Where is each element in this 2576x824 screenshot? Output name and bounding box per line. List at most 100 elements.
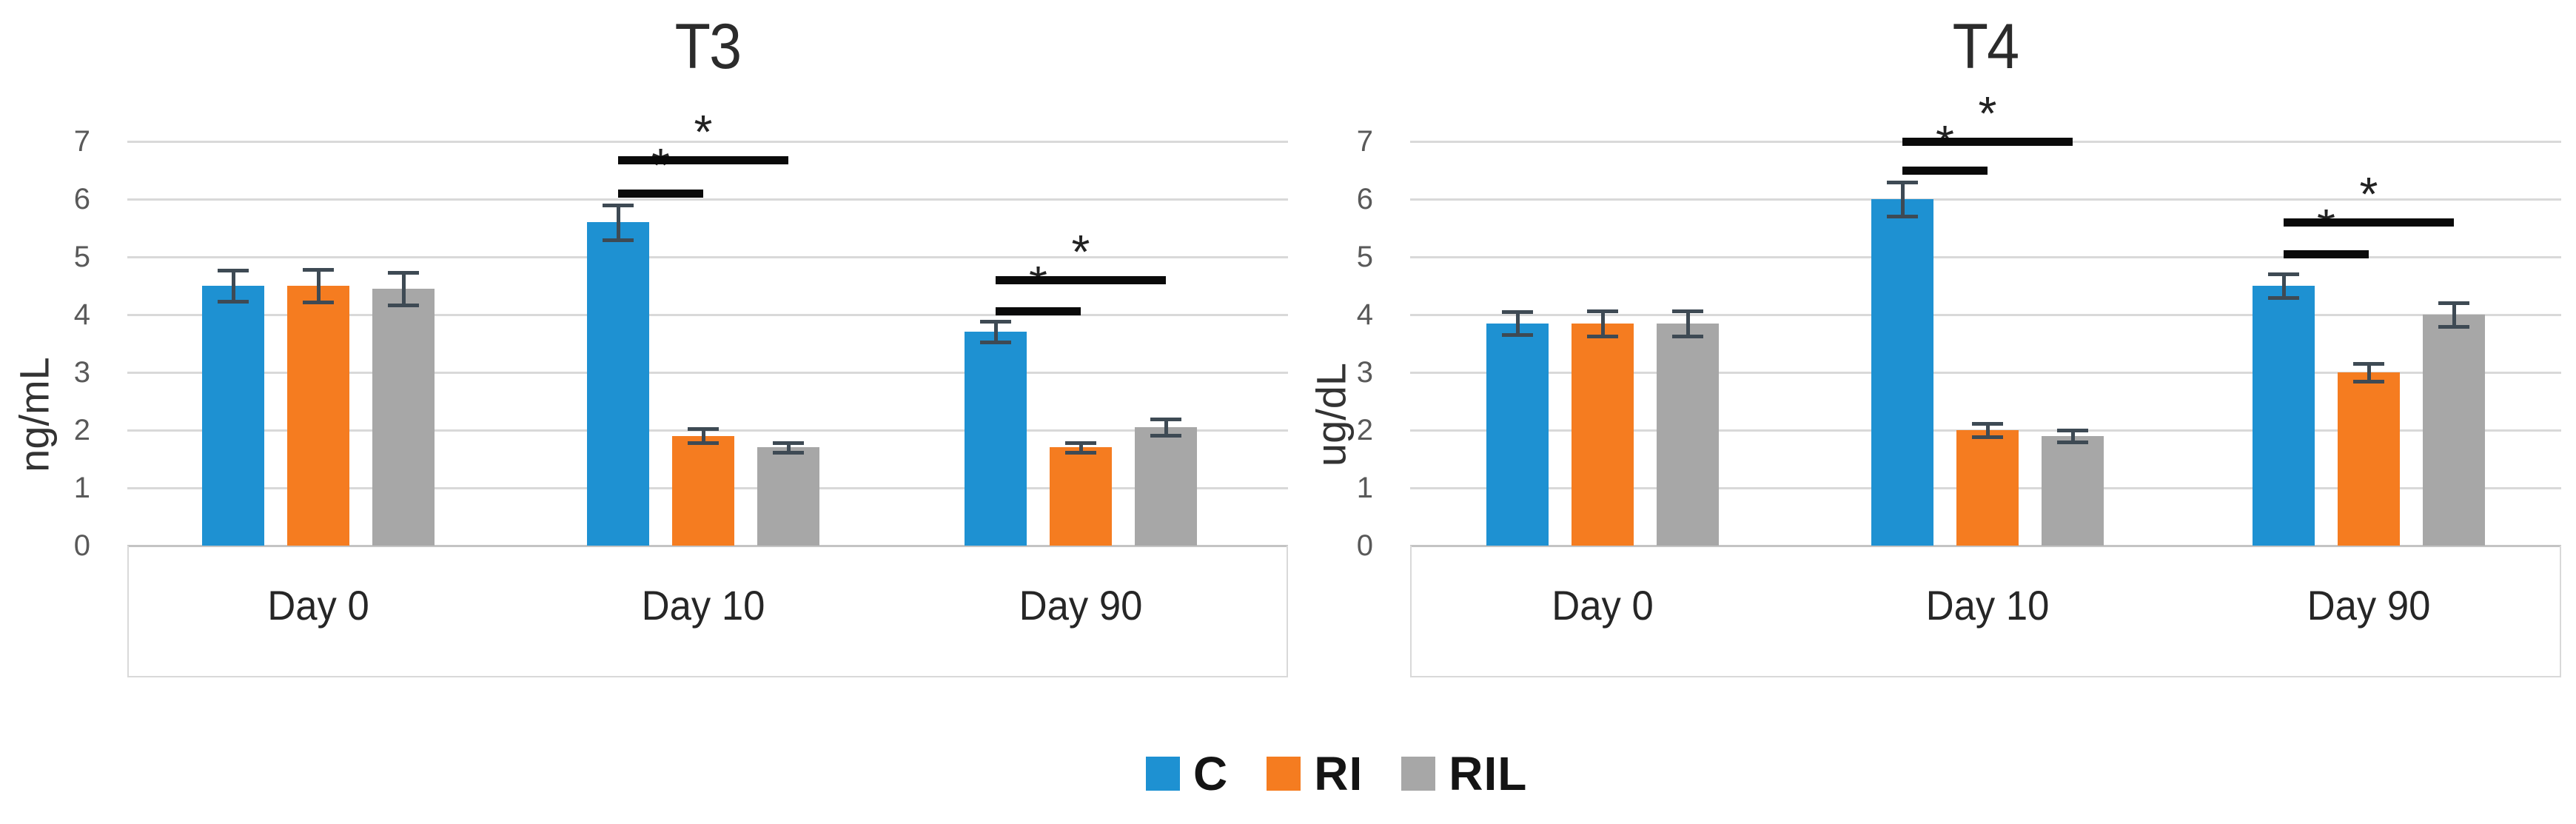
gridline-y4 bbox=[127, 314, 1288, 316]
gridline-y4 bbox=[1410, 314, 2561, 316]
error-bar-cap-bottom bbox=[1502, 333, 1533, 338]
bar-c-2 bbox=[2253, 286, 2315, 546]
gridline-y5 bbox=[1410, 256, 2561, 258]
y-tick-label-5: 5 bbox=[1356, 241, 1373, 273]
bar-ril-1 bbox=[757, 447, 819, 546]
error-bar-cap-bottom bbox=[1972, 435, 2003, 440]
legend: C RI RIL bbox=[1146, 746, 1527, 801]
y-tick-label-1: 1 bbox=[73, 472, 90, 504]
legend-swatch-c-icon bbox=[1146, 757, 1180, 791]
error-bar-cap-top bbox=[218, 268, 249, 272]
error-bar-line bbox=[2071, 430, 2075, 442]
y-tick-label-2: 2 bbox=[1356, 414, 1373, 446]
error-bar-cap-bottom bbox=[980, 341, 1011, 345]
error-bar-cap-top bbox=[2268, 272, 2299, 277]
x-category-label: Day 90 bbox=[2307, 582, 2431, 629]
gridline-y3 bbox=[127, 372, 1288, 374]
error-bar-cap-bottom bbox=[2353, 379, 2384, 383]
error-bar-cap-bottom bbox=[303, 300, 334, 304]
x-category-label: Day 0 bbox=[1552, 582, 1654, 629]
bar-c-0 bbox=[1486, 323, 1549, 546]
bar-ri-0 bbox=[1572, 323, 1634, 546]
legend-swatch-ril-icon bbox=[1401, 757, 1436, 791]
error-bar-cap-top bbox=[303, 268, 334, 272]
significance-bracket bbox=[1902, 167, 1988, 175]
significance-bracket bbox=[2284, 250, 2369, 259]
error-bar-cap-bottom bbox=[603, 238, 634, 242]
legend-item-c: C bbox=[1146, 746, 1228, 801]
significance-bracket bbox=[618, 190, 703, 198]
error-bar-line bbox=[1079, 443, 1083, 452]
category-axis-box bbox=[127, 546, 1288, 677]
chart-title-t3: T3 bbox=[674, 11, 742, 82]
error-bar-cap-top bbox=[688, 427, 719, 432]
error-bar-cap-top bbox=[1672, 309, 1703, 313]
y-tick-label-7: 7 bbox=[1356, 125, 1373, 158]
error-bar-cap-top bbox=[1587, 309, 1618, 313]
legend-item-ril: RIL bbox=[1401, 746, 1527, 801]
bar-ril-2 bbox=[2423, 315, 2485, 546]
gridline-y3 bbox=[1410, 372, 2561, 374]
error-bar-cap-bottom bbox=[1065, 450, 1096, 455]
error-bar-line bbox=[2452, 303, 2456, 326]
error-bar-cap-top bbox=[2438, 301, 2469, 306]
error-bar-line bbox=[787, 443, 791, 452]
category-axis-box bbox=[1410, 546, 2561, 677]
error-bar-line bbox=[1516, 312, 1520, 335]
legend-label-c: C bbox=[1193, 747, 1229, 800]
bar-ri-2 bbox=[2338, 372, 2400, 546]
x-axis-line bbox=[127, 545, 1288, 547]
bar-c-1 bbox=[587, 222, 649, 546]
error-bar-cap-bottom bbox=[773, 450, 804, 455]
error-bar-line bbox=[702, 429, 705, 443]
legend-label-ril: RIL bbox=[1449, 747, 1528, 800]
error-bar-cap-top bbox=[388, 271, 419, 275]
error-bar-line bbox=[1164, 419, 1168, 435]
x-category-label: Day 10 bbox=[1925, 582, 2050, 629]
y-tick-label-0: 0 bbox=[73, 529, 90, 562]
gridline-y5 bbox=[127, 256, 1288, 258]
significance-bracket bbox=[618, 155, 788, 164]
error-bar-line bbox=[1901, 181, 1905, 217]
x-category-label: Day 10 bbox=[641, 582, 765, 629]
bar-ril-0 bbox=[1657, 323, 1719, 546]
error-bar-cap-top bbox=[2057, 429, 2088, 432]
error-bar-cap-bottom bbox=[1672, 334, 1703, 338]
error-bar-line bbox=[1686, 310, 1690, 336]
error-bar-cap-top bbox=[1065, 441, 1096, 446]
error-bar-cap-bottom bbox=[218, 300, 249, 304]
legend-swatch-ri-icon bbox=[1267, 757, 1301, 791]
legend-item-ri: RI bbox=[1267, 746, 1363, 801]
y-tick-label-5: 5 bbox=[73, 241, 90, 273]
gridline-y6 bbox=[1410, 198, 2561, 201]
x-category-label: Day 90 bbox=[1019, 582, 1143, 629]
x-category-label: Day 0 bbox=[267, 582, 369, 629]
error-bar-cap-top bbox=[2353, 362, 2384, 366]
legend-label-ri: RI bbox=[1314, 747, 1364, 800]
bar-c-2 bbox=[965, 332, 1027, 546]
y-tick-label-6: 6 bbox=[73, 183, 90, 215]
error-bar-cap-top bbox=[773, 441, 804, 446]
significance-star: * bbox=[2359, 167, 2378, 221]
error-bar-line bbox=[1986, 423, 1990, 438]
x-axis-line bbox=[1410, 545, 2561, 547]
error-bar-cap-bottom bbox=[1887, 215, 1918, 219]
significance-bracket bbox=[996, 276, 1166, 285]
error-bar-line bbox=[317, 269, 321, 302]
error-bar-cap-bottom bbox=[388, 303, 419, 307]
significance-star: * bbox=[651, 138, 670, 192]
error-bar-cap-top bbox=[1887, 180, 1918, 184]
bar-c-0 bbox=[202, 286, 264, 546]
error-bar-cap-bottom bbox=[1150, 434, 1181, 438]
error-bar-line bbox=[232, 269, 235, 302]
significance-bracket bbox=[2284, 218, 2454, 227]
y-tick-label-2: 2 bbox=[73, 414, 90, 446]
significance-star: * bbox=[694, 104, 713, 158]
gridline-y6 bbox=[127, 198, 1288, 201]
y-tick-label-7: 7 bbox=[73, 125, 90, 158]
error-bar-cap-bottom bbox=[2268, 295, 2299, 300]
error-bar-cap-bottom bbox=[2057, 440, 2088, 444]
y-tick-label-4: 4 bbox=[1356, 298, 1373, 331]
bar-ril-0 bbox=[372, 288, 435, 546]
